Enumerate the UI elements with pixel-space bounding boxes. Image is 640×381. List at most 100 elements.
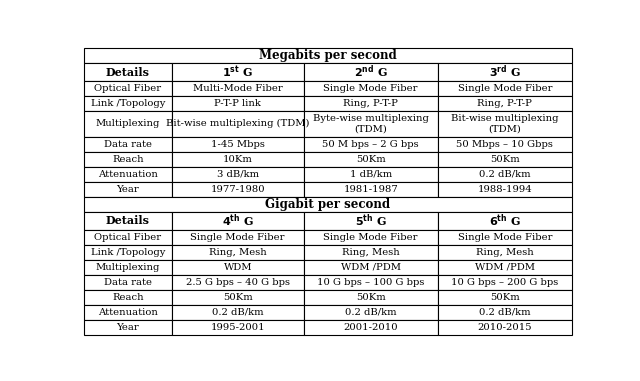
Bar — [84, 48, 572, 63]
Bar — [438, 275, 572, 290]
Bar — [84, 320, 172, 335]
Text: Reach: Reach — [112, 293, 144, 302]
Bar — [84, 96, 172, 111]
Text: WDM /PDM: WDM /PDM — [340, 263, 401, 272]
Bar — [84, 182, 172, 197]
Bar — [84, 230, 172, 245]
Text: $\mathbf{6^{th}}$ G: $\mathbf{6^{th}}$ G — [489, 213, 521, 229]
Bar — [438, 320, 572, 335]
Text: Ring, Mesh: Ring, Mesh — [209, 248, 267, 257]
Bar — [303, 111, 438, 136]
Text: Ring, Mesh: Ring, Mesh — [476, 248, 534, 257]
Text: 10 G bps – 100 G bps: 10 G bps – 100 G bps — [317, 278, 424, 287]
Text: Bit-wise multiplexing
(TDM): Bit-wise multiplexing (TDM) — [451, 114, 559, 134]
Text: 50 M bps – 2 G bps: 50 M bps – 2 G bps — [323, 139, 419, 149]
Text: 2010-2015: 2010-2015 — [477, 323, 532, 332]
Bar — [303, 230, 438, 245]
Text: Gigabit per second: Gigabit per second — [266, 198, 390, 211]
Text: 50Km: 50Km — [223, 293, 253, 302]
Text: Multiplexing: Multiplexing — [96, 263, 160, 272]
Bar — [438, 245, 572, 260]
Bar — [84, 197, 572, 212]
Text: Data rate: Data rate — [104, 139, 152, 149]
Text: Multi-Mode Fiber: Multi-Mode Fiber — [193, 84, 283, 93]
Text: Single Mode Fiber: Single Mode Fiber — [323, 233, 418, 242]
Text: 50Km: 50Km — [490, 155, 520, 163]
Text: 50Km: 50Km — [356, 293, 385, 302]
Bar — [172, 245, 303, 260]
Text: Optical Fiber: Optical Fiber — [94, 84, 161, 93]
Text: 0.2 dB/km: 0.2 dB/km — [479, 308, 531, 317]
Bar — [438, 260, 572, 275]
Bar — [172, 212, 303, 230]
Text: Details: Details — [106, 215, 150, 226]
Bar — [438, 290, 572, 305]
Text: $\mathbf{3^{rd}}$ G: $\mathbf{3^{rd}}$ G — [489, 64, 521, 80]
Text: Ring, P-T-P: Ring, P-T-P — [477, 99, 532, 108]
Bar — [172, 230, 303, 245]
Bar — [84, 260, 172, 275]
Text: Single Mode Fiber: Single Mode Fiber — [323, 84, 418, 93]
Bar — [303, 182, 438, 197]
Bar — [172, 111, 303, 136]
Bar — [84, 63, 172, 81]
Bar — [438, 182, 572, 197]
Bar — [303, 96, 438, 111]
Bar — [84, 245, 172, 260]
Text: 1988-1994: 1988-1994 — [477, 185, 532, 194]
Text: Single Mode Fiber: Single Mode Fiber — [458, 233, 552, 242]
Bar — [438, 63, 572, 81]
Text: Year: Year — [116, 185, 140, 194]
Text: Bit-wise multiplexing (TDM): Bit-wise multiplexing (TDM) — [166, 119, 310, 128]
Bar — [84, 136, 172, 152]
Text: 0.2 dB/km: 0.2 dB/km — [479, 170, 531, 179]
Text: WDM: WDM — [223, 263, 252, 272]
Text: 2.5 G bps – 40 G bps: 2.5 G bps – 40 G bps — [186, 278, 290, 287]
Bar — [438, 136, 572, 152]
Text: 1981-1987: 1981-1987 — [343, 185, 398, 194]
Text: Link /Topology: Link /Topology — [91, 248, 165, 257]
Bar — [303, 260, 438, 275]
Bar — [84, 111, 172, 136]
Bar — [84, 275, 172, 290]
Bar — [172, 136, 303, 152]
Bar — [303, 275, 438, 290]
Text: 1 dB/km: 1 dB/km — [349, 170, 392, 179]
Text: Optical Fiber: Optical Fiber — [94, 233, 161, 242]
Text: 50 Mbps – 10 Gbps: 50 Mbps – 10 Gbps — [456, 139, 554, 149]
Text: $\mathbf{4^{th}}$ G: $\mathbf{4^{th}}$ G — [221, 213, 253, 229]
Bar — [172, 260, 303, 275]
Text: Single Mode Fiber: Single Mode Fiber — [191, 233, 285, 242]
Text: 3 dB/km: 3 dB/km — [217, 170, 259, 179]
Bar — [303, 136, 438, 152]
Bar — [84, 152, 172, 166]
Text: Single Mode Fiber: Single Mode Fiber — [458, 84, 552, 93]
Text: 50Km: 50Km — [490, 293, 520, 302]
Text: 1-45 Mbps: 1-45 Mbps — [211, 139, 265, 149]
Bar — [303, 305, 438, 320]
Bar — [438, 152, 572, 166]
Text: 0.2 dB/km: 0.2 dB/km — [212, 308, 264, 317]
Bar — [172, 290, 303, 305]
Text: Link /Topology: Link /Topology — [91, 99, 165, 108]
Bar — [172, 166, 303, 182]
Text: P-T-P link: P-T-P link — [214, 99, 261, 108]
Bar — [172, 152, 303, 166]
Text: 10Km: 10Km — [223, 155, 253, 163]
Bar — [303, 245, 438, 260]
Bar — [172, 275, 303, 290]
Bar — [172, 320, 303, 335]
Text: $\mathbf{2^{nd}}$ G: $\mathbf{2^{nd}}$ G — [354, 64, 388, 80]
Text: Multiplexing: Multiplexing — [96, 119, 160, 128]
Text: Attenuation: Attenuation — [98, 308, 158, 317]
Bar — [84, 305, 172, 320]
Text: 2001-2010: 2001-2010 — [344, 323, 398, 332]
Text: 1995-2001: 1995-2001 — [211, 323, 265, 332]
Bar — [438, 305, 572, 320]
Text: Details: Details — [106, 67, 150, 78]
Text: Megabits per second: Megabits per second — [259, 49, 397, 62]
Text: Reach: Reach — [112, 155, 144, 163]
Bar — [438, 96, 572, 111]
Text: Year: Year — [116, 323, 140, 332]
Text: Attenuation: Attenuation — [98, 170, 158, 179]
